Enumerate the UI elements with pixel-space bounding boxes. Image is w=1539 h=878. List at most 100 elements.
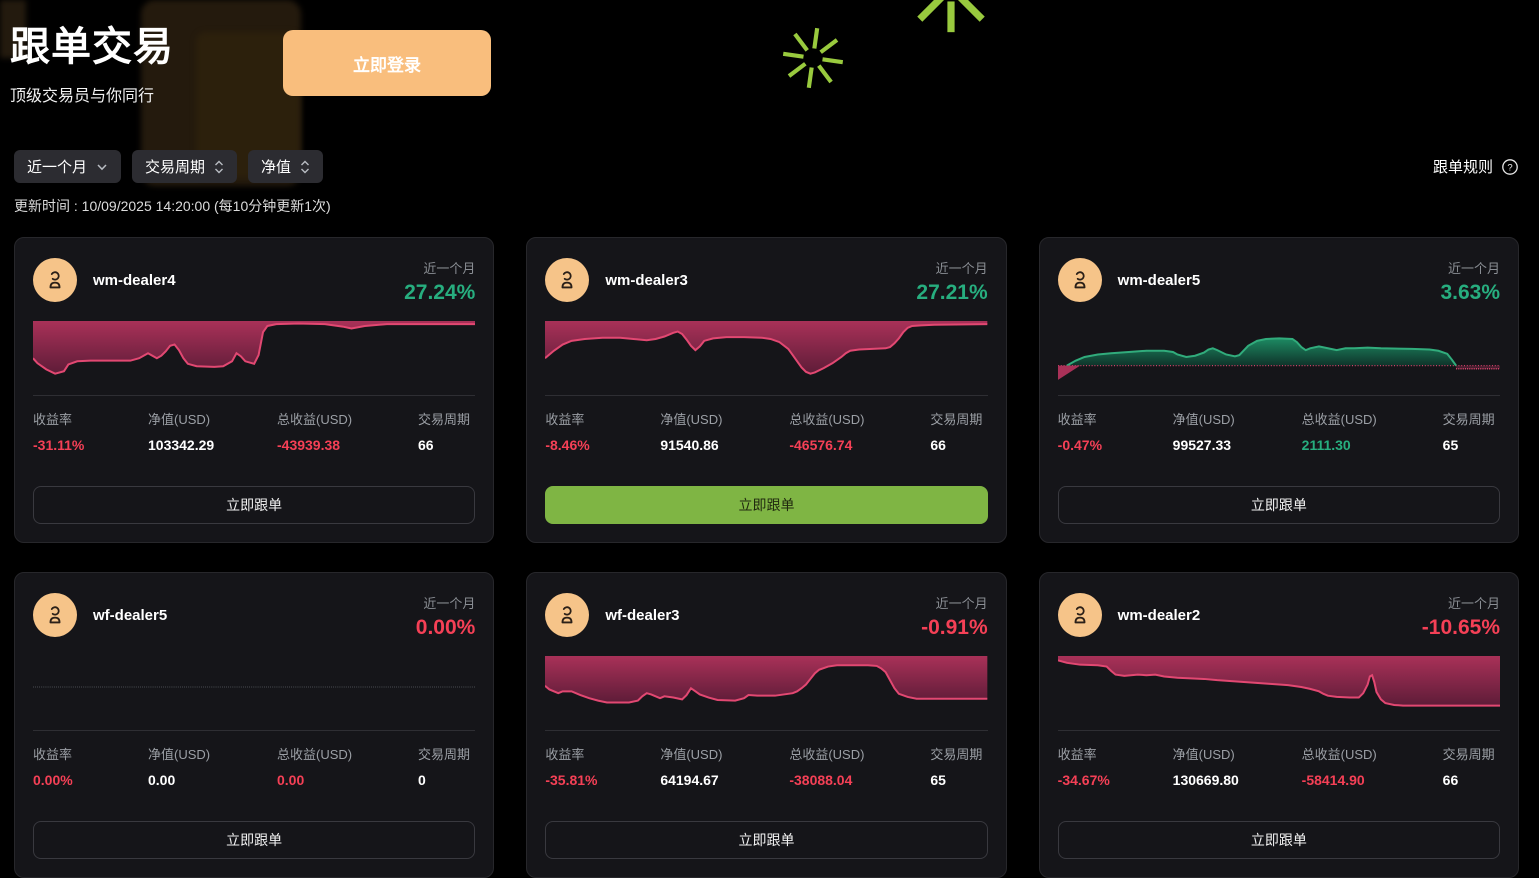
follow-button[interactable]: 立即跟单	[545, 821, 988, 859]
stat-value-cycle: 0	[418, 772, 426, 788]
return-percent: 0.00%	[415, 616, 476, 639]
return-percent: -10.65%	[1421, 616, 1500, 639]
login-button[interactable]: 立即登录	[283, 30, 491, 96]
stat-value-rate: 0.00%	[33, 772, 73, 788]
trader-name: wm-dealer5	[1117, 272, 1201, 289]
stat-label-net: 净值(USD)	[660, 412, 723, 427]
equity-sparkline	[545, 321, 988, 383]
stat-label-cycle: 交易周期	[418, 747, 471, 762]
equity-sparkline	[1057, 321, 1500, 383]
trader-card: wm-dealer5 近一个月 3.63% 收益率 -0.47% 净值(USD)…	[1038, 237, 1519, 543]
return-percent: 3.63%	[1440, 281, 1500, 304]
stat-label-rate: 收益率	[545, 747, 585, 762]
avatar	[33, 593, 77, 637]
stats-row: 收益率 0.00% 净值(USD) 0.00 总收益(USD) 0.00 交易周…	[33, 744, 475, 788]
stat-label-cycle: 交易周期	[1442, 747, 1495, 762]
page-subtitle: 顶级交易员与你同行	[10, 88, 155, 105]
stat-label-rate: 收益率	[1057, 747, 1097, 762]
sort-net-button[interactable]: 净值	[248, 150, 324, 183]
trader-card: wf-dealer5 近一个月 0.00% 收益率 0.00% 净值(USD) …	[14, 572, 495, 878]
stat-value-profit: -38088.04	[789, 772, 853, 788]
trader-name: wf-dealer5	[93, 607, 168, 624]
return-percent: 27.24%	[404, 281, 476, 304]
stats-row: 收益率 -8.46% 净值(USD) 91540.86 总收益(USD) -46…	[545, 409, 987, 453]
stat-value-cycle: 65	[930, 772, 946, 788]
stat-label-net: 净值(USD)	[148, 412, 211, 427]
follow-button[interactable]: 立即跟单	[33, 486, 476, 524]
stats-row: 收益率 -35.81% 净值(USD) 64194.67 总收益(USD) -3…	[545, 744, 987, 788]
stat-value-rate: -8.46%	[545, 437, 590, 453]
rules-label: 跟单规则	[1432, 159, 1493, 176]
card-period-label: 近一个月	[423, 261, 476, 276]
stats-row: 收益率 -34.67% 净值(USD) 130669.80 总收益(USD) -…	[1058, 744, 1500, 788]
equity-sparkline	[33, 656, 475, 718]
follow-button[interactable]: 立即跟单	[545, 486, 988, 524]
stat-value-cycle: 65	[1442, 437, 1459, 453]
stat-value-rate: -0.47%	[1057, 437, 1103, 453]
trader-name: wf-dealer3	[605, 607, 680, 624]
stat-value-net: 103342.29	[148, 437, 215, 453]
stat-value-rate: -34.67%	[1057, 772, 1110, 788]
follow-button[interactable]: 立即跟单	[1057, 486, 1500, 524]
avatar	[545, 258, 590, 302]
sort-cycle-label: 交易周期	[145, 159, 206, 176]
stat-label-profit: 总收益(USD)	[277, 747, 353, 762]
stat-value-profit: 2111.30	[1301, 437, 1351, 453]
stat-label-cycle: 交易周期	[930, 412, 983, 427]
follow-button[interactable]: 立即跟单	[33, 821, 476, 859]
stat-value-rate: -31.11%	[33, 437, 85, 453]
stat-value-cycle: 66	[1442, 772, 1459, 788]
equity-sparkline	[545, 656, 988, 718]
card-period-label: 近一个月	[423, 596, 476, 611]
person-icon	[49, 606, 61, 624]
trader-card: wm-dealer2 近一个月 -10.65% 收益率 -34.67% 净值(U…	[1038, 572, 1519, 878]
card-period-label: 近一个月	[935, 596, 988, 611]
avatar	[545, 593, 590, 637]
follow-button[interactable]: 立即跟单	[1057, 821, 1500, 859]
stat-label-net: 净值(USD)	[1172, 412, 1235, 427]
equity-sparkline	[1057, 656, 1500, 718]
svg-text:?: ?	[1507, 162, 1512, 173]
stat-label-profit: 总收益(USD)	[1301, 747, 1377, 762]
person-icon	[561, 606, 573, 624]
sort-cycle-button[interactable]: 交易周期	[132, 150, 238, 183]
trader-name: wm-dealer4	[93, 272, 176, 289]
divider	[1057, 730, 1500, 731]
stat-label-cycle: 交易周期	[1442, 412, 1495, 427]
stat-label-rate: 收益率	[545, 412, 585, 427]
stat-label-net: 净值(USD)	[148, 747, 211, 762]
trader-name: wm-dealer2	[1117, 607, 1201, 624]
chevron-down-icon	[97, 163, 107, 170]
avatar	[1057, 258, 1102, 302]
return-percent: 27.21%	[916, 281, 988, 304]
stat-label-net: 净值(USD)	[1172, 747, 1235, 762]
question-circle-icon[interactable]: ?	[1501, 158, 1519, 176]
stat-label-rate: 收益率	[33, 412, 73, 427]
stat-label-profit: 总收益(USD)	[789, 747, 865, 762]
card-period-label: 近一个月	[935, 261, 988, 276]
divider	[545, 395, 988, 396]
sort-net-label: 净值	[261, 159, 292, 176]
rules-link[interactable]: 跟单规则 ?	[1433, 156, 1519, 177]
stat-value-net: 91540.86	[660, 437, 719, 453]
period-filter-dropdown[interactable]: 近一个月	[14, 150, 122, 183]
stats-row: 收益率 -31.11% 净值(USD) 103342.29 总收益(USD) -…	[33, 409, 475, 453]
avatar	[1057, 593, 1102, 637]
card-period-label: 近一个月	[1447, 596, 1500, 611]
stat-label-cycle: 交易周期	[418, 412, 471, 427]
stat-value-cycle: 66	[930, 437, 946, 453]
stat-value-net: 99527.33	[1172, 437, 1232, 453]
trader-card: wm-dealer3 近一个月 27.21% 收益率 -8.46% 净值(USD…	[526, 237, 1007, 543]
person-icon	[1074, 606, 1086, 624]
card-period-label: 近一个月	[1447, 261, 1500, 276]
stat-value-net: 0.00	[148, 772, 176, 788]
stat-value-cycle: 66	[418, 437, 434, 453]
stat-label-rate: 收益率	[33, 747, 73, 762]
person-icon	[1074, 271, 1086, 289]
stat-value-net: 64194.67	[660, 772, 719, 788]
stat-value-profit: 0.00	[277, 772, 305, 788]
stat-value-profit: -58414.90	[1301, 772, 1365, 788]
stats-row: 收益率 -0.47% 净值(USD) 99527.33 总收益(USD) 211…	[1058, 409, 1500, 453]
trader-card: wf-dealer3 近一个月 -0.91% 收益率 -35.81% 净值(US…	[526, 572, 1007, 878]
